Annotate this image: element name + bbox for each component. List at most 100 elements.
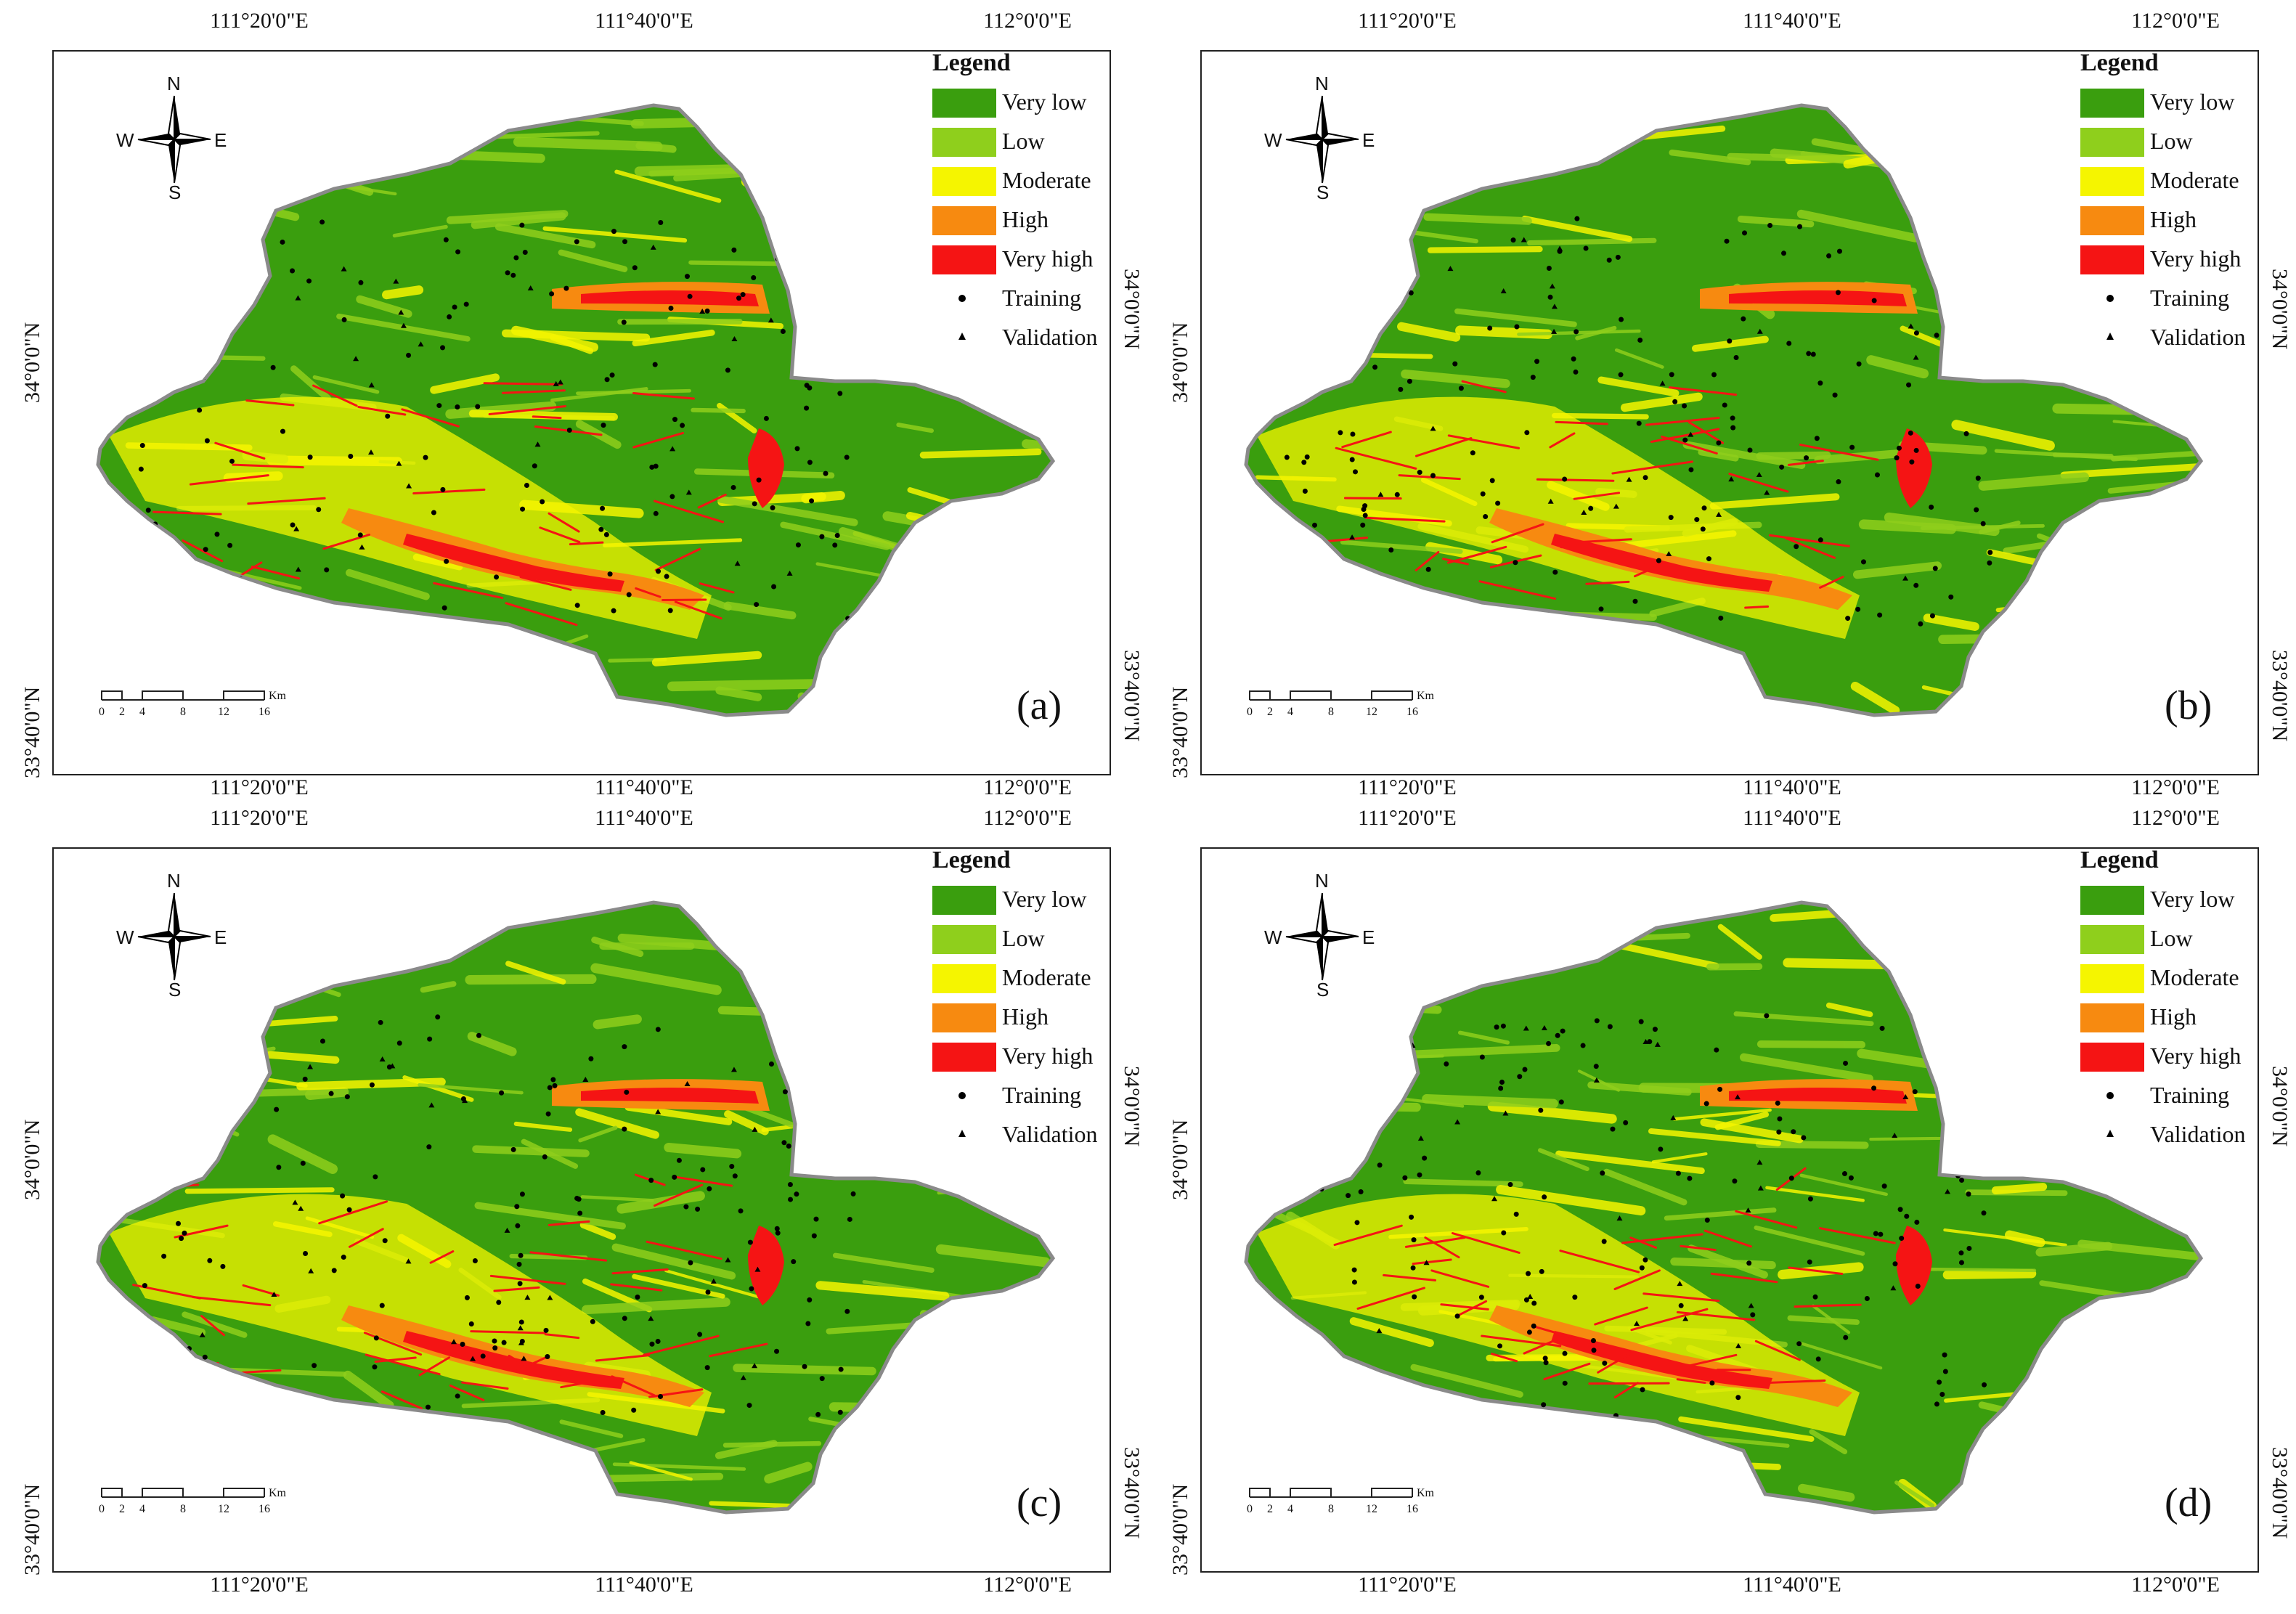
training-point [161,1253,167,1259]
zone-streak [1527,237,1657,246]
training-point [607,571,613,577]
zone-river [1536,478,1615,482]
training-point [1507,1181,1513,1187]
training-point [1966,1245,1972,1251]
zone-river [401,408,460,428]
training-point [832,542,838,548]
scale-tick-2: 2 [119,1503,125,1515]
training-point [1514,324,1520,330]
susceptibility-map [96,103,1056,717]
training-point [518,1252,524,1258]
training-point [1547,294,1553,300]
training-point [182,1230,187,1236]
zone-streak [1575,325,1617,341]
zone-river [152,510,222,515]
training-point [440,486,446,492]
zone-streak [1915,1267,2037,1273]
legend-label: Very low [2150,89,2235,115]
training-point [795,542,801,548]
zone-streak [896,423,934,433]
training-point [566,428,572,433]
validation-point [198,357,205,363]
legend-item-very-low: Very low [924,881,1112,921]
training-point [520,506,526,512]
zone-streak [576,388,691,396]
training-point [510,1146,516,1152]
training-point [1879,1025,1885,1031]
zone-streak [1362,1101,1421,1112]
zone-streak [2130,1361,2201,1382]
zone-streak [1884,512,2000,537]
zone-streak [418,1083,524,1095]
validation-point [1756,328,1763,334]
training-point [771,584,777,590]
training-point [1975,476,1981,481]
training-point [802,1364,807,1369]
validation-point [1349,534,1356,540]
zone-streak [2167,1417,2201,1436]
validation-point [582,1077,589,1083]
zone-streak [723,601,797,620]
zone-streak [142,272,205,288]
training-point [1638,1019,1644,1024]
compass-rose-icon [1285,95,1359,184]
validation-point [341,266,347,272]
map-panel-0: 111°20'0"E 111°40'0"E 112°0'0"E 111°20'0… [0,0,1148,799]
zone-streak [829,335,929,344]
zone-river [1621,1233,1703,1244]
training-point [770,505,775,510]
zone-streak [651,651,762,667]
validation-point [1340,1141,1347,1146]
training-point [1835,290,1841,296]
zone-river [1676,1311,1756,1321]
zone-river [412,488,486,494]
lat-label-right-1: 34°0'0"N [2268,1066,2292,1147]
legend-item-very-high: Very high [924,241,1112,280]
zone-streak [1809,1429,1848,1454]
training-point [229,458,235,464]
training-point [1932,566,1938,571]
zone-streak [511,325,599,352]
legend-label: High [1002,1003,1049,1030]
training-point [444,558,449,564]
training-point [1285,381,1291,387]
training-point [1918,621,1923,627]
lon-label-top-3: 112°0'0"E [2131,806,2220,830]
zone-streak [2078,1321,2133,1355]
zone-river [1279,1390,1308,1410]
legend-label: High [2150,206,2197,232]
training-point [823,470,829,476]
zone-streak [882,511,922,526]
training-point [1444,1061,1449,1067]
training-point [1339,1059,1345,1064]
zone-river [1398,474,1461,481]
training-point [1543,1360,1549,1366]
validation-point [368,382,375,388]
training-point [1526,1329,1532,1335]
training-point [441,605,447,611]
training-point [1346,1193,1351,1199]
legend-item-training: Training [924,280,1112,319]
training-point [1934,1401,1939,1407]
validation-point [1902,575,1909,581]
validation-point [271,1291,277,1297]
training-point [611,608,616,614]
zone-streak [1397,322,1461,342]
zone-streak [266,1051,340,1064]
scale-tick-8: 8 [1328,1503,1334,1515]
zone-streak [1454,308,1577,327]
training-point [1779,464,1785,470]
zone-river [1680,1244,1717,1252]
zone-streak [1539,1478,1599,1498]
training-point [1394,492,1400,497]
validation-point [1764,489,1770,495]
zone-streak [575,1108,659,1139]
zone-river [429,1250,455,1264]
lat-label-left-1: 34°0'0"N [20,1119,44,1200]
training-point [319,1038,325,1044]
training-point [178,304,184,310]
zone-river [611,1268,669,1275]
zone-streak [1706,963,1763,971]
validation-point [1557,245,1563,251]
zone-streak [1869,1136,1980,1141]
